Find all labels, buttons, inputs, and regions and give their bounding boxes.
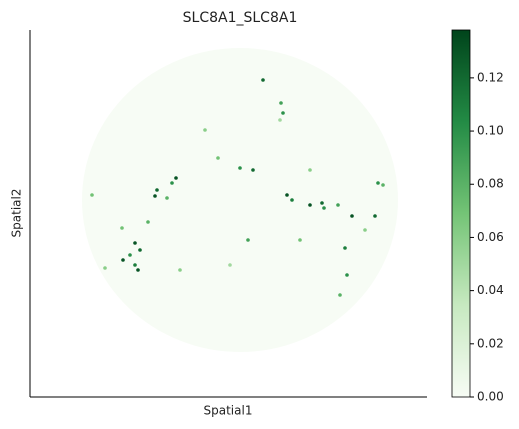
- spot: [198, 98, 202, 102]
- spot: [308, 203, 312, 207]
- spot: [118, 168, 122, 172]
- spot: [350, 214, 354, 218]
- spot: [168, 248, 172, 252]
- tissue-area: [82, 48, 398, 352]
- colorbar-tick-label: 0.10: [477, 124, 504, 138]
- spot: [228, 263, 232, 267]
- spot: [251, 168, 255, 172]
- spot: [336, 203, 340, 207]
- spot: [308, 168, 312, 172]
- spot: [246, 238, 250, 242]
- spot: [138, 248, 142, 252]
- spot: [146, 220, 150, 224]
- spot: [178, 268, 182, 272]
- spot: [170, 181, 174, 185]
- spot: [238, 166, 242, 170]
- x-axis-label: Spatial1: [204, 404, 253, 418]
- spot: [343, 246, 347, 250]
- spot: [345, 273, 349, 277]
- spot: [174, 176, 178, 180]
- colorbar-tick-label: 0.02: [477, 336, 504, 350]
- colorbar-tick-label: 0.00: [477, 390, 504, 404]
- spot: [298, 238, 302, 242]
- spot: [258, 278, 262, 282]
- spot: [198, 218, 202, 222]
- spot: [216, 156, 220, 160]
- spot: [133, 263, 137, 267]
- colorbar-tick-label: 0.06: [477, 230, 504, 244]
- spot: [90, 193, 94, 197]
- spot: [322, 206, 326, 210]
- colorbar-tick-label: 0.12: [477, 70, 504, 84]
- spot: [155, 188, 159, 192]
- spot: [378, 248, 382, 252]
- spot: [121, 258, 125, 262]
- spot: [320, 201, 324, 205]
- spot: [136, 268, 140, 272]
- spot: [148, 118, 152, 122]
- spot: [338, 293, 342, 297]
- spot: [165, 196, 169, 200]
- colorbar: [451, 29, 471, 398]
- spot: [318, 318, 322, 322]
- spot: [238, 118, 242, 122]
- chart-title: SLC8A1_SLC8A1: [183, 10, 298, 26]
- spot: [153, 194, 157, 198]
- spot: [203, 128, 207, 132]
- spot: [290, 198, 294, 202]
- spot: [278, 118, 282, 122]
- spot: [120, 226, 124, 230]
- spot: [279, 101, 283, 105]
- spot: [328, 278, 332, 282]
- spot: [98, 228, 102, 232]
- spot: [133, 241, 137, 245]
- spot: [358, 148, 362, 152]
- spot: [103, 266, 107, 270]
- spot: [148, 318, 152, 322]
- colorbar-tick-label: 0.04: [477, 283, 504, 297]
- y-axis-label: Spatial2: [10, 189, 24, 238]
- spot: [381, 183, 385, 187]
- spot: [363, 228, 367, 232]
- spot: [298, 98, 302, 102]
- spot: [128, 253, 132, 257]
- colorbar-tick-label: 0.08: [477, 177, 504, 191]
- spot: [373, 214, 377, 218]
- spot: [376, 181, 380, 185]
- spot: [238, 328, 242, 332]
- spot: [261, 78, 265, 82]
- spot: [285, 193, 289, 197]
- spot: [281, 111, 285, 115]
